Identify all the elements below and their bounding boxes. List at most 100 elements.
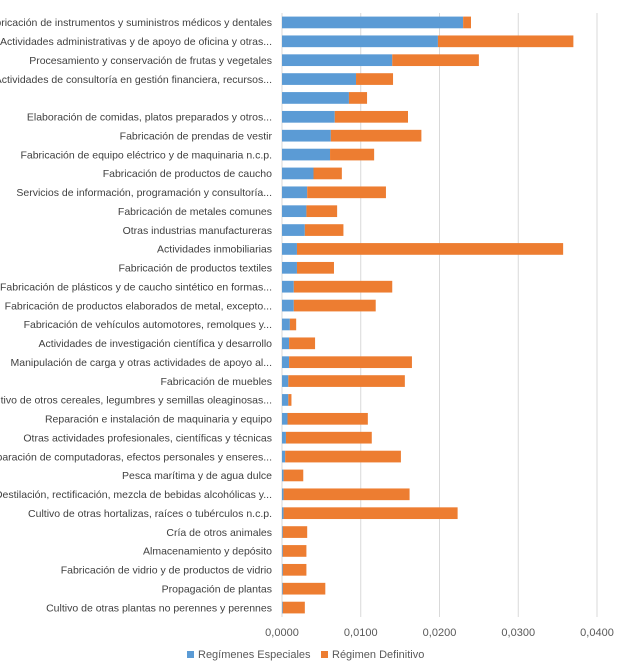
bar-definitivo-11 [304,224,344,236]
category-label-20: Cultivo de otros cereales, legumbres y s… [0,395,272,407]
bar-definitivo-18 [289,356,412,369]
legend: Regímenes Especiales Régimen Definitivo [187,649,424,661]
bar-especiales-14 [282,280,294,293]
bar-definitivo-10 [306,205,338,218]
bar-especiales-31 [282,601,283,614]
bar-especiales-2 [282,54,393,67]
bar-especiales-21 [282,412,288,425]
bar-definitivo-22 [285,431,372,444]
legend-swatch-especiales [187,651,194,658]
bar-definitivo-21 [287,412,368,425]
category-label-29: Fabricación de vidrio y de productos de … [61,565,272,577]
x-tick-label-3: 0,0300 [501,627,535,639]
bar-definitivo-3 [356,73,394,85]
bar-definitivo-20 [288,394,292,406]
bar-especiales-6 [282,129,331,142]
category-label-0: Fabricación de instrumentos y suministro… [0,17,272,29]
category-label-12: Actividades inmobiliarias [157,244,272,256]
category-label-24: Pesca marítima y de agua dulce [122,470,272,482]
bar-definitivo-7 [330,148,375,161]
bar-especiales-4 [282,92,349,104]
bar-especiales-27 [282,526,283,538]
category-labels: Fabricación de instrumentos y suministro… [0,17,272,614]
bar-especiales-29 [282,563,283,576]
bar-definitivo-9 [307,186,386,199]
legend-label-especiales: Regímenes Especiales [198,649,311,661]
bar-definitivo-29 [282,563,307,576]
category-label-31: Cultivo de otras plantas no perennes y p… [46,602,272,614]
bar-definitivo-28 [282,545,307,557]
category-label-6: Fabricación de prendas de vestir [120,130,273,142]
category-label-11: Otras industrias manufactureras [123,225,272,237]
bar-definitivo-19 [288,375,405,387]
category-label-28: Almacenamiento y depósito [143,546,272,558]
bar-especiales-7 [282,148,331,161]
bar-definitivo-15 [293,299,376,312]
bar-especiales-20 [282,394,289,406]
bar-especiales-15 [282,299,294,312]
category-label-23: Reparación de computadoras, efectos pers… [0,451,272,463]
category-label-10: Fabricación de metales comunes [118,206,272,218]
bar-especiales-28 [282,545,283,557]
category-label-13: Fabricación de productos textiles [119,263,273,275]
bar-definitivo-5 [334,110,408,123]
bar-definitivo-14 [293,280,393,293]
bar-especiales-18 [282,356,290,369]
bar-especiales-25 [282,488,284,501]
bar-especiales-12 [282,243,297,255]
bar-definitivo-23 [285,450,401,463]
bar-especiales-16 [282,318,290,331]
legend-label-definitivo: Régimen Definitivo [332,649,424,661]
bar-especiales-30 [282,582,283,595]
bar-definitivo-26 [283,507,458,520]
x-tick-label-0: 0,0000 [265,627,299,639]
category-label-14: Fabricación de plásticos y de caucho sin… [0,281,272,293]
bar-definitivo-0 [463,16,471,29]
bar-especiales-9 [282,186,308,199]
category-label-26: Cultivo de otras hortalizas, raíces o tu… [28,508,272,520]
legend-item-definitivo: Régimen Definitivo [321,649,424,661]
x-tick-label-4: 0,0400 [580,627,614,639]
bar-definitivo-17 [289,337,316,350]
bar-especiales-10 [282,205,307,218]
category-label-8: Fabricación de productos de caucho [103,168,272,180]
category-label-27: Cría de otros animales [166,527,272,539]
category-label-1: Actividades administrativas y de apoyo d… [0,36,272,48]
legend-swatch-definitivo [321,651,328,658]
bar-especiales-8 [282,167,314,180]
x-tick-label-1: 0,0100 [344,627,378,639]
bar-especiales-11 [282,224,305,236]
bar-especiales-5 [282,110,335,123]
bar-especiales-0 [282,16,464,29]
bar-especiales-26 [282,507,284,520]
legend-item-especiales: Regímenes Especiales [187,649,311,661]
bar-definitivo-1 [437,35,574,48]
category-label-18: Manipulación de carga y otras actividade… [11,357,273,369]
category-label-3: Actividades de consultoría en gestión fi… [0,74,272,86]
x-tick-label-2: 0,0200 [423,627,457,639]
bar-especiales-17 [282,337,290,350]
bars [282,16,574,614]
bar-definitivo-30 [282,582,326,595]
bar-definitivo-12 [296,243,564,255]
bar-especiales-22 [282,431,286,444]
bar-definitivo-4 [348,92,368,104]
bar-especiales-1 [282,35,438,48]
bar-definitivo-8 [313,167,342,180]
bar-definitivo-24 [283,469,304,482]
bar-definitivo-6 [330,129,422,142]
bar-especiales-3 [282,73,357,85]
bar-especiales-13 [282,261,297,274]
category-label-19: Fabricación de muebles [161,376,272,388]
bar-definitivo-13 [296,261,334,274]
category-label-9: Servicios de información, programación y… [16,187,272,199]
category-label-16: Fabricación de vehículos automotores, re… [24,319,272,331]
bar-definitivo-25 [283,488,410,501]
category-label-21: Reparación e instalación de maquinaria y… [45,414,272,426]
category-label-25: Destilación, rectificación, mezcla de be… [0,489,272,501]
bar-definitivo-2 [392,54,479,67]
bar-definitivo-16 [289,318,297,331]
category-label-17: Actividades de investigación científica … [39,338,273,350]
bar-especiales-19 [282,375,289,387]
